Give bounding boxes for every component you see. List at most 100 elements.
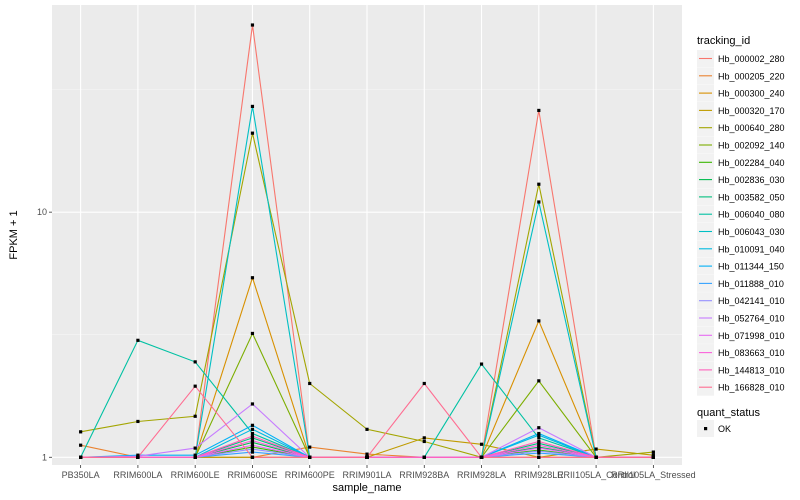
x-tick-label: RRIM928BA xyxy=(399,470,449,480)
data-point xyxy=(651,455,655,459)
data-point xyxy=(479,442,484,446)
data-point xyxy=(537,431,541,436)
legend-item: Hb_010091_040 xyxy=(697,240,785,258)
data-point xyxy=(193,446,197,450)
legend-item: Hb_052764_010 xyxy=(697,309,785,327)
data-point xyxy=(537,439,541,444)
data-point xyxy=(193,384,197,388)
x-axis: PB350LA RRIM600LA RRIM600LE RRIM600SE RRIM60… xyxy=(62,465,696,480)
data-point xyxy=(250,447,255,451)
data-point xyxy=(537,319,541,323)
y-axis-title: FPKM + 1 xyxy=(8,210,20,259)
data-point xyxy=(537,446,541,450)
legend-item: Hb_006040_080 xyxy=(697,205,785,223)
data-points xyxy=(79,23,655,459)
data-point xyxy=(250,331,255,336)
data-point xyxy=(651,450,655,454)
data-point xyxy=(250,440,255,444)
data-point xyxy=(365,427,369,431)
data-point xyxy=(594,455,598,459)
legend-item: Hb_003582_050 xyxy=(697,188,785,206)
data-point xyxy=(479,455,484,459)
data-point xyxy=(308,445,312,449)
data-point xyxy=(537,443,541,447)
legend-label: Hb_002836_030 xyxy=(718,175,785,185)
x-tick-label: PB350LA xyxy=(62,470,100,480)
legend-label: Hb_166828_010 xyxy=(718,383,785,393)
y-axis: 1 10 xyxy=(37,207,52,462)
legend-label: Hb_000205_220 xyxy=(718,71,785,81)
x-tick-label: RRIM901LA xyxy=(342,470,391,480)
data-point xyxy=(250,445,255,449)
data-point xyxy=(250,434,255,438)
legend-label: Hb_000300_240 xyxy=(718,89,785,99)
legend-label: Hb_000320_170 xyxy=(718,106,785,116)
x-tick-label: RRIM928LA xyxy=(457,470,506,480)
x-tick-label: RRIM600LA xyxy=(113,470,162,480)
data-point xyxy=(365,455,369,459)
legend-label: Hb_010091_040 xyxy=(718,244,785,254)
data-point xyxy=(308,455,312,459)
data-point xyxy=(193,455,197,459)
data-point xyxy=(250,438,255,443)
legend-color-title: tracking_id xyxy=(697,35,750,47)
legend-item: Hb_166828_010 xyxy=(697,378,785,396)
legend-label: Hb_002284_040 xyxy=(718,158,785,168)
legend: tracking_id Hb_000002_280Hb_000205_220Hb… xyxy=(697,35,785,437)
data-point xyxy=(250,436,255,440)
data-point xyxy=(422,439,426,444)
data-point xyxy=(537,449,541,453)
legend-item: Hb_002092_140 xyxy=(697,136,785,154)
legend-key-point xyxy=(704,427,708,431)
data-point xyxy=(193,414,197,418)
legend-item: Hb_002836_030 xyxy=(697,171,785,189)
legend-item: Hb_011344_150 xyxy=(697,257,784,275)
data-point xyxy=(537,433,541,437)
data-point xyxy=(422,381,426,386)
x-axis-title: sample_name xyxy=(332,482,401,494)
data-point xyxy=(537,108,541,113)
legend-label: Hb_000640_280 xyxy=(718,123,785,133)
legend-item: Hb_006043_030 xyxy=(697,223,785,240)
data-point xyxy=(537,426,541,430)
legend-item: Hb_071998_010 xyxy=(697,326,785,344)
data-point xyxy=(136,419,140,424)
legend-label: Hb_144813_010 xyxy=(718,365,785,375)
legend-shape-title: quant_status xyxy=(697,407,760,419)
data-point xyxy=(250,131,255,135)
legend-label: Hb_003582_050 xyxy=(718,192,785,202)
y-tick-label: 1 xyxy=(42,452,47,462)
x-tick-label: RRIM600LE xyxy=(171,470,220,480)
data-point xyxy=(79,443,83,447)
legend-item: Hb_144813_010 xyxy=(697,361,785,379)
data-point xyxy=(537,436,541,440)
legend-label: Hb_011344_150 xyxy=(718,262,784,272)
legend-label: Hb_071998_010 xyxy=(718,331,785,341)
data-point xyxy=(250,104,255,109)
data-point xyxy=(537,200,541,204)
legend-item: Hb_042141_010 xyxy=(697,292,785,310)
data-point xyxy=(422,455,426,459)
legend-label: Hb_042141_010 xyxy=(718,296,785,306)
x-tick-label: RRIM600SE xyxy=(227,470,277,480)
data-point xyxy=(79,430,83,434)
legend-item: Hb_000300_240 xyxy=(697,84,785,102)
data-point xyxy=(537,379,541,383)
data-point xyxy=(79,455,83,459)
data-point xyxy=(250,423,255,427)
data-point xyxy=(136,455,140,459)
data-point xyxy=(250,276,255,280)
data-point xyxy=(250,450,255,454)
legend-item: Hb_011888_010 xyxy=(697,274,784,292)
legend-label: Hb_011888_010 xyxy=(718,279,784,289)
data-point xyxy=(537,182,541,186)
legend-color-items: Hb_000002_280 Hb_000205_220 Hb_000300_240 H… xyxy=(697,50,785,396)
legend-item: Hb_000320_170 xyxy=(697,101,785,119)
legend-item: Hb_083663_010 xyxy=(697,344,785,362)
data-point xyxy=(250,455,255,459)
legend-label: Hb_002092_140 xyxy=(718,141,785,151)
x-tick-label: RRIM600PE xyxy=(285,470,335,480)
legend-label: Hb_000002_280 xyxy=(718,54,785,64)
x-tick-label: RRII105LA_Control xyxy=(557,470,635,480)
